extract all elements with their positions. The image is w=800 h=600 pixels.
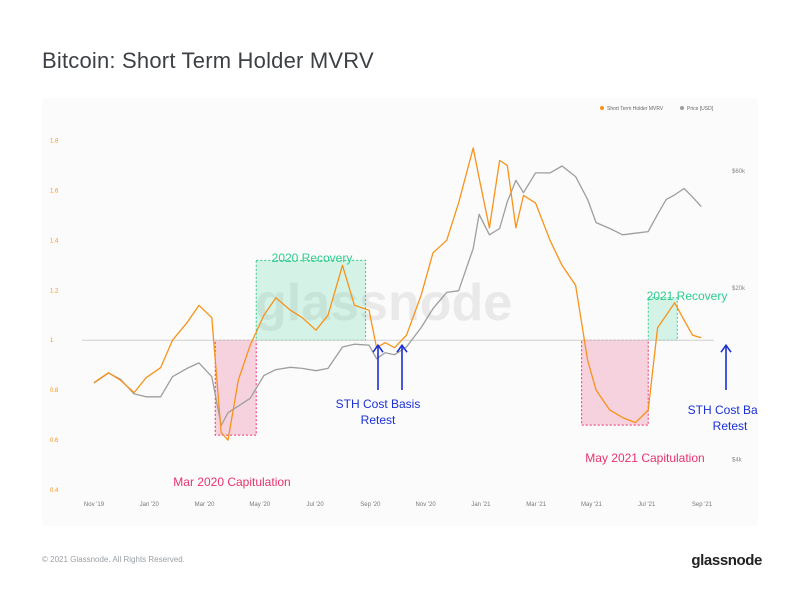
x-tick-label: Jan '21 [471,502,491,508]
x-tick-label: Mar '21 [526,502,546,508]
y-right-tick-label: $4k [732,457,743,463]
capitulation-region [581,339,649,426]
mvrv-series-line [93,147,702,441]
brand-logo: glassnode [691,552,762,569]
x-tick-label: May '20 [249,502,270,508]
x-tick-label: May '21 [581,502,602,508]
x-tick-label: Sep '20 [360,502,381,508]
x-tick-label: Nov '19 [84,502,105,508]
capitulation-label: Mar 2020 Capitulation [173,475,290,489]
legend-label: Price [USD] [687,106,714,112]
legend-swatch [680,106,684,110]
x-tick-label: Nov '20 [416,502,437,508]
y-left-tick-label: 1 [50,338,54,344]
recovery-label: 2021 Recovery [647,289,728,303]
y-left-tick-label: 1.6 [50,188,59,194]
y-left-tick-label: 1.4 [50,238,59,244]
capitulation-label: May 2021 Capitulation [585,451,704,465]
chart: glassnode 2020 Recovery Mar 2020 Capitula… [50,106,758,508]
y-left-tick-label: 0.4 [50,488,59,494]
y-left-tick-label: 0.8 [50,388,59,394]
x-tick-label: Jan '20 [140,502,160,508]
watermark: glassnode [255,274,512,332]
up-arrow-head-icon [396,343,408,353]
x-tick-label: Sep '21 [692,502,713,508]
y-left-tick-label: 0.6 [50,438,59,444]
x-tick-label: Jul '21 [638,502,656,508]
legend-label: Short Term Holder MVRV [607,106,664,112]
page-title: Bitcoin: Short Term Holder MVRV [42,48,374,73]
capitulation-region [214,339,257,436]
x-tick-label: Jul '20 [307,502,325,508]
x-tick-label: Mar '20 [195,502,215,508]
up-arrow-head-icon [720,343,732,353]
y-left-tick-label: 1.2 [50,288,59,294]
recovery-label: 2020 Recovery [272,251,353,265]
recovery-region [647,297,678,341]
price-series-line [93,165,702,427]
legend-swatch [600,106,604,110]
y-right-tick-label: $20k [732,286,746,292]
y-right-tick-label: $60k [732,169,746,175]
copyright: © 2021 Glassnode. All Rights Reserved. [42,555,185,564]
recovery-region [255,259,367,341]
y-left-tick-label: 1.8 [50,138,59,144]
chart-panel: glassnode 2020 Recovery Mar 2020 Capitula… [42,98,758,526]
up-arrow-head-icon [372,343,384,353]
